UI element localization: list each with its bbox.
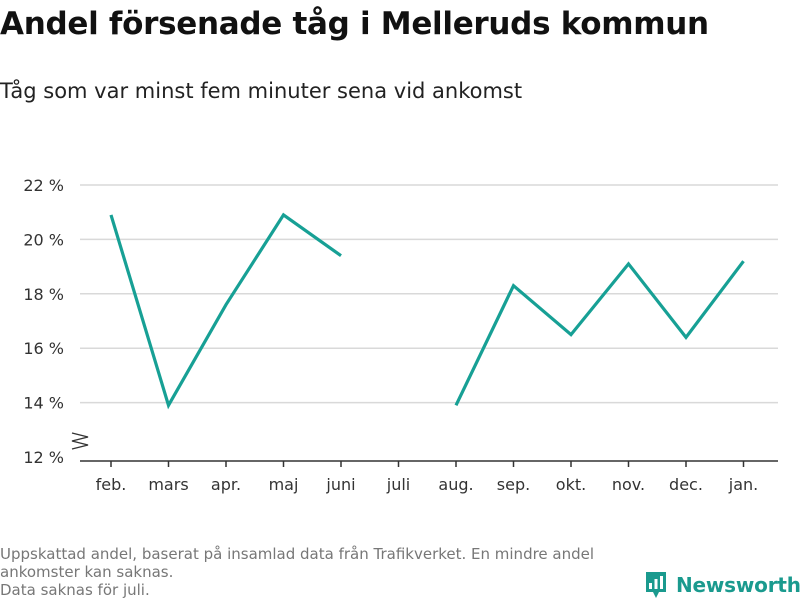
x-tick-label: nov. [612, 475, 645, 494]
footnote-source: Uppskattad andel, baserat på insamlad da… [0, 545, 595, 581]
brand-name: Newsworthy [676, 573, 800, 597]
y-tick-label: 16 % [23, 339, 64, 358]
series-line [454, 260, 745, 407]
y-axis: 12 % 14 % 16 % 18 % 20 % 22 % [23, 176, 89, 467]
brand: Newsworthy [644, 569, 800, 601]
newsworthy-logo-icon [646, 572, 666, 598]
x-tick-label: maj [269, 475, 299, 494]
y-tick-label: 18 % [23, 285, 64, 304]
x-axis: feb. mars apr. maj juni juli aug. sep. okt. nov. d… [80, 460, 778, 494]
y-tick-label: 20 % [23, 230, 64, 249]
series-line [109, 212, 342, 410]
axis-break-icon [71, 432, 89, 450]
chart-title: Andel försenade tåg i Melleruds kommun [0, 6, 709, 42]
x-tick-label: okt. [556, 475, 586, 494]
y-tick-label: 12 % [23, 448, 64, 467]
series-layer [109, 212, 745, 410]
footnote-missing-data: Data saknas för juli. [0, 581, 150, 599]
x-tick-label: juli [386, 475, 410, 494]
x-tick-label: feb. [96, 475, 127, 494]
y-tick-label: 14 % [23, 394, 64, 413]
x-tick-label: sep. [497, 475, 530, 494]
x-tick-label: juni [325, 475, 355, 494]
x-tick-label: mars [148, 475, 188, 494]
grid-lines [80, 184, 778, 404]
footnote: Uppskattad andel, baserat på insamlad da… [0, 545, 640, 599]
line-chart: 12 % 14 % 16 % 18 % 20 % 22 % feb. mars apr. maj… [23, 176, 778, 494]
chart-subtitle: Tåg som var minst fem minuter sena vid a… [0, 79, 523, 103]
x-tick-label: apr. [211, 475, 241, 494]
x-tick-label: jan. [728, 475, 758, 494]
x-tick-label: aug. [438, 475, 473, 494]
x-tick-label: dec. [669, 475, 703, 494]
y-tick-label: 22 % [23, 176, 64, 195]
